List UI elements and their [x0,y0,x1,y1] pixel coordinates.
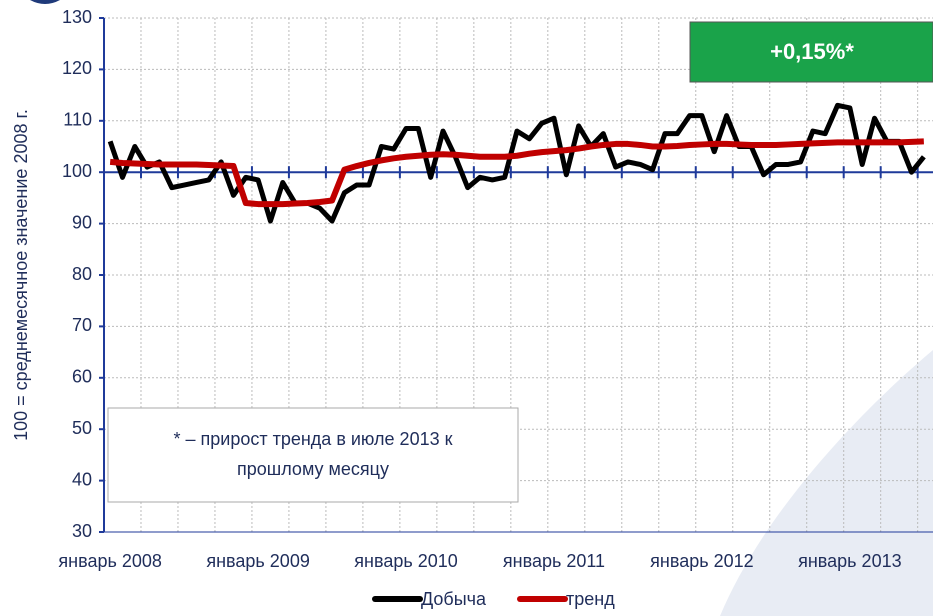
legend-label: тренд [566,589,615,609]
y-tick-label: 130 [62,7,92,27]
badge-box [689,21,933,83]
note-text: * – прирост тренда в июле 2013 к [174,429,453,449]
y-tick-label: 80 [72,264,92,284]
y-tick-label: 70 [72,315,92,335]
y-tick-label: 90 [72,212,92,232]
x-tick-label: январь 2010 [354,551,458,571]
plot: 30 40 50 60 70 80 90 100 110 120 130 январь 2008 янв… [58,7,933,571]
y-tick-label: 100 [62,161,92,181]
background-shape [720,350,933,616]
y-tick-label: 40 [72,469,92,489]
x-tick-label: январь 2009 [206,551,310,571]
series-line [109,138,924,208]
x-tick-label: январь 2013 [798,551,902,571]
note-box [107,407,519,503]
note-text: прошлому месяцу [237,459,389,479]
y-axis-label: 100 = среднемесячное значение 2008 г. [11,109,31,441]
y-tick-label: 60 [72,367,92,387]
series-line [107,102,926,224]
x-tick-label: январь 2008 [58,551,162,571]
legend-label: Добыча [421,589,487,609]
x-tick-label: январь 2011 [503,551,605,571]
corner-decoration [30,0,60,4]
y-tick-label: 30 [72,521,92,541]
y-tick-label: 50 [72,418,92,438]
y-tick-label: 120 [62,58,92,78]
x-tick-label: январь 2012 [650,551,754,571]
badge-text: +0,15%* [770,39,854,64]
y-tick-label: 110 [63,110,92,130]
